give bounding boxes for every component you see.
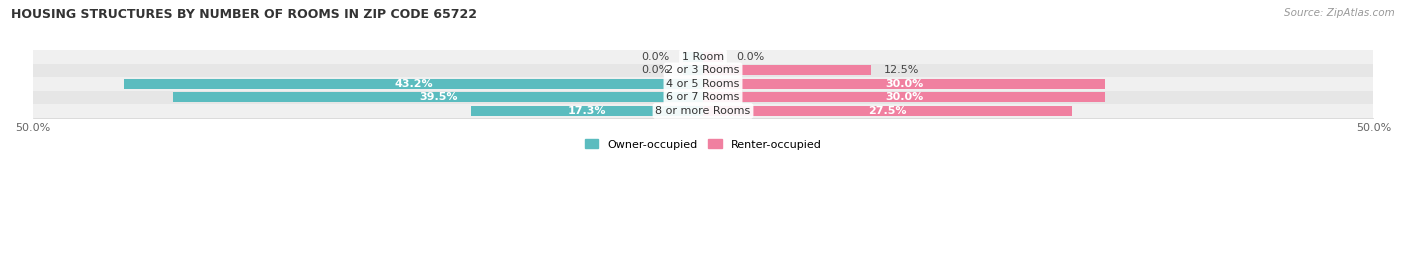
- Bar: [124, 79, 703, 89]
- Text: 12.5%: 12.5%: [884, 65, 920, 75]
- Bar: [683, 65, 703, 75]
- Text: 30.0%: 30.0%: [884, 79, 924, 89]
- Text: 0.0%: 0.0%: [641, 65, 669, 75]
- Bar: [703, 79, 1105, 89]
- Legend: Owner-occupied, Renter-occupied: Owner-occupied, Renter-occupied: [581, 135, 825, 154]
- Text: 2 or 3 Rooms: 2 or 3 Rooms: [666, 65, 740, 75]
- Text: 43.2%: 43.2%: [394, 79, 433, 89]
- Bar: [471, 106, 703, 116]
- Bar: [683, 52, 703, 62]
- Text: 0.0%: 0.0%: [641, 52, 669, 62]
- Text: 1 Room: 1 Room: [682, 52, 724, 62]
- Text: 6 or 7 Rooms: 6 or 7 Rooms: [666, 92, 740, 102]
- Bar: [32, 91, 1374, 104]
- Bar: [32, 63, 1374, 77]
- Bar: [32, 77, 1374, 91]
- Text: 8 or more Rooms: 8 or more Rooms: [655, 106, 751, 116]
- Bar: [703, 106, 1071, 116]
- Text: 27.5%: 27.5%: [868, 106, 907, 116]
- Text: HOUSING STRUCTURES BY NUMBER OF ROOMS IN ZIP CODE 65722: HOUSING STRUCTURES BY NUMBER OF ROOMS IN…: [11, 8, 477, 21]
- Bar: [703, 52, 723, 62]
- Text: 39.5%: 39.5%: [419, 92, 457, 102]
- Bar: [32, 104, 1374, 118]
- Text: 30.0%: 30.0%: [884, 92, 924, 102]
- Bar: [32, 50, 1374, 63]
- Bar: [703, 93, 1105, 102]
- Bar: [173, 93, 703, 102]
- Bar: [703, 65, 870, 75]
- Text: 0.0%: 0.0%: [737, 52, 765, 62]
- Text: Source: ZipAtlas.com: Source: ZipAtlas.com: [1284, 8, 1395, 18]
- Text: 4 or 5 Rooms: 4 or 5 Rooms: [666, 79, 740, 89]
- Text: 17.3%: 17.3%: [568, 106, 606, 116]
